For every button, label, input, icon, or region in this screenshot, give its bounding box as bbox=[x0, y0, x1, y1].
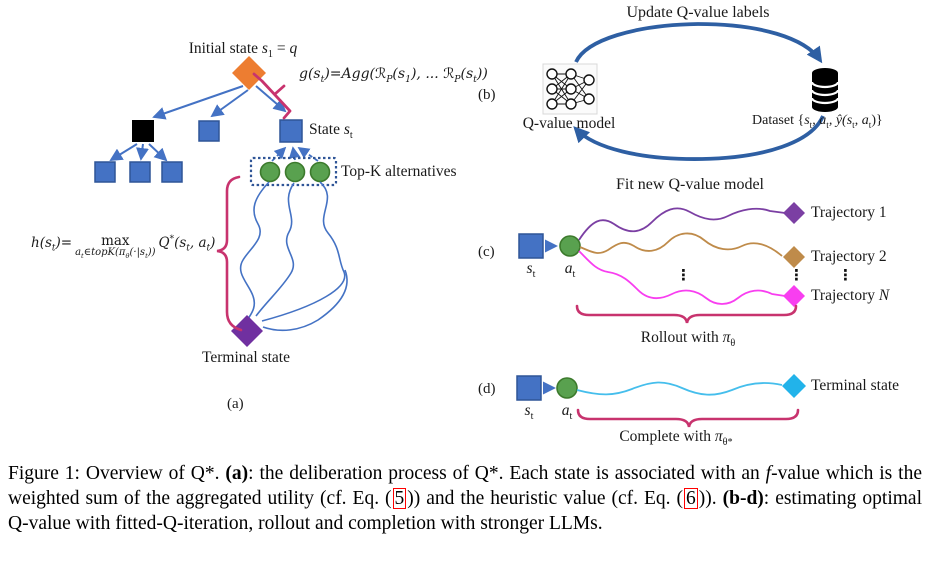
state-square bbox=[94, 161, 116, 183]
trajectory-2-diamond bbox=[783, 246, 805, 268]
vertical-ellipsis: ⋮ bbox=[676, 266, 691, 284]
state-square bbox=[161, 161, 183, 183]
state-square-d bbox=[516, 375, 542, 401]
initial-state-diamond bbox=[232, 56, 266, 90]
database-icon bbox=[810, 68, 840, 112]
caption-panel-bd-ref: (b-d) bbox=[722, 488, 764, 509]
terminal-state-label-d: Terminal state bbox=[811, 377, 900, 394]
panel-d-completion bbox=[516, 374, 806, 428]
update-arrow-label: Update Q-value labels bbox=[626, 4, 770, 21]
trajectory-n-diamond bbox=[783, 285, 805, 307]
topk-label: Top-K alternatives bbox=[341, 163, 457, 180]
complete-brace-label: Complete with πθ* bbox=[619, 428, 733, 449]
fit-arrow-label: Fit new Q-value model bbox=[616, 176, 764, 193]
panel-c-tag: (c) bbox=[478, 244, 495, 260]
action-circle-c bbox=[559, 235, 581, 257]
rollout-wavy-line bbox=[261, 181, 346, 322]
tree-edge bbox=[255, 85, 287, 113]
trajectory-1-label: Trajectory 1 bbox=[811, 204, 887, 221]
panel-a-tree bbox=[94, 56, 348, 347]
rollout-brace bbox=[575, 304, 798, 324]
action-var-c: at bbox=[564, 260, 576, 281]
completion-line bbox=[576, 381, 783, 396]
vertical-ellipsis: ⋮ bbox=[789, 266, 804, 284]
tree-edge bbox=[136, 143, 149, 161]
state-square bbox=[129, 161, 151, 183]
dataset-label: Dataset {st, at, ŷ(st, at)} bbox=[752, 113, 883, 130]
terminal-state-label: Terminal state bbox=[201, 349, 290, 366]
neural-network-icon bbox=[542, 63, 598, 115]
tree-edge bbox=[152, 85, 244, 120]
qvalue-model-label: Q-value model bbox=[522, 115, 616, 132]
current-state-square bbox=[279, 119, 303, 143]
trajectory-1-line bbox=[578, 207, 786, 241]
fit-model-arrow bbox=[573, 115, 825, 161]
rollout-wavy-line bbox=[255, 182, 295, 317]
caption-text: Figure 1: Overview of Q*. bbox=[8, 463, 226, 484]
update-labels-arrow bbox=[574, 22, 823, 64]
action-circle-d bbox=[556, 377, 578, 399]
panel-b-loop bbox=[542, 22, 840, 161]
state-square bbox=[198, 120, 220, 142]
trajectory-n-label: Trajectory N bbox=[811, 287, 890, 304]
tree-edge bbox=[210, 89, 249, 118]
terminal-state-diamond bbox=[231, 315, 263, 347]
topk-action-circle bbox=[259, 161, 281, 183]
caption-text: : the deliberation process of Q*. Each s… bbox=[248, 463, 766, 484]
trajectory-2-label: Trajectory 2 bbox=[811, 248, 887, 265]
rollout-brace-label: Rollout with πθ bbox=[640, 329, 736, 350]
state-var-d: st bbox=[524, 402, 534, 423]
state-label: State st bbox=[309, 121, 353, 142]
rollout-wavy-line bbox=[239, 181, 270, 320]
trajectory-2-line bbox=[579, 232, 783, 257]
initial-state-label: Initial state s1 = q bbox=[188, 40, 298, 61]
eq-ref-5[interactable]: 5 bbox=[392, 488, 407, 509]
gcost-formula: g(st)=Agg(ℛP(s1), ... ℛP(st)) bbox=[299, 66, 488, 85]
gcost-bracket bbox=[252, 72, 292, 120]
action-var-d: at bbox=[561, 402, 573, 423]
caption-text: )) and the heuristic value (cf. Eq. ( bbox=[407, 488, 684, 509]
panel-d-tag: (d) bbox=[478, 381, 496, 397]
heuristic-brace bbox=[216, 175, 243, 332]
state-var-c: st bbox=[526, 260, 536, 281]
tree-edge bbox=[148, 143, 168, 162]
trajectory-n-line bbox=[578, 250, 786, 305]
caption-text: -value which is the weighted sum of the … bbox=[8, 463, 922, 509]
figure-caption: Figure 1: Overview of Q*. (a): the delib… bbox=[8, 461, 922, 536]
complete-brace bbox=[576, 408, 800, 428]
tree-edge bbox=[109, 143, 138, 162]
figure-artwork bbox=[94, 22, 840, 428]
panel-a-tag: (a) bbox=[227, 396, 244, 412]
vertical-ellipsis: ⋮ bbox=[838, 266, 853, 284]
caption-text: : estimating optimal Q-value with fitted… bbox=[8, 488, 922, 534]
trajectory-1-diamond bbox=[783, 202, 805, 224]
terminal-diamond-d bbox=[782, 374, 806, 398]
caption-fvalue: f bbox=[765, 463, 772, 484]
topk-action-circle bbox=[309, 161, 331, 183]
caption-panel-a-ref: (a) bbox=[225, 463, 249, 484]
panel-b-tag: (b) bbox=[478, 87, 496, 103]
eq-ref-6[interactable]: 6 bbox=[684, 488, 698, 509]
caption-text: )). bbox=[698, 488, 723, 509]
topk-action-circle bbox=[284, 161, 306, 183]
rollout-wavy-line bbox=[262, 269, 348, 332]
expanded-state-square-black bbox=[132, 120, 154, 142]
heuristic-formula: h(st)= max at∈topK(πθ(·|st)) Q*(st, at) bbox=[31, 233, 216, 260]
state-square-c bbox=[518, 233, 544, 259]
panel-c-rollout bbox=[518, 202, 805, 324]
